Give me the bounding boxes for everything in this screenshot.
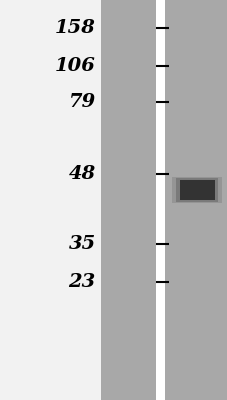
Bar [101,0,155,400]
Text: 48: 48 [68,165,95,183]
Text: 23: 23 [68,273,95,291]
Text: 106: 106 [55,57,95,75]
Bar [155,0,165,400]
Text: 79: 79 [68,93,95,111]
Bar [179,180,214,200]
Bar [165,0,227,400]
Bar [175,178,217,202]
Text: 158: 158 [55,19,95,37]
Bar [172,176,221,204]
Text: 35: 35 [68,235,95,253]
